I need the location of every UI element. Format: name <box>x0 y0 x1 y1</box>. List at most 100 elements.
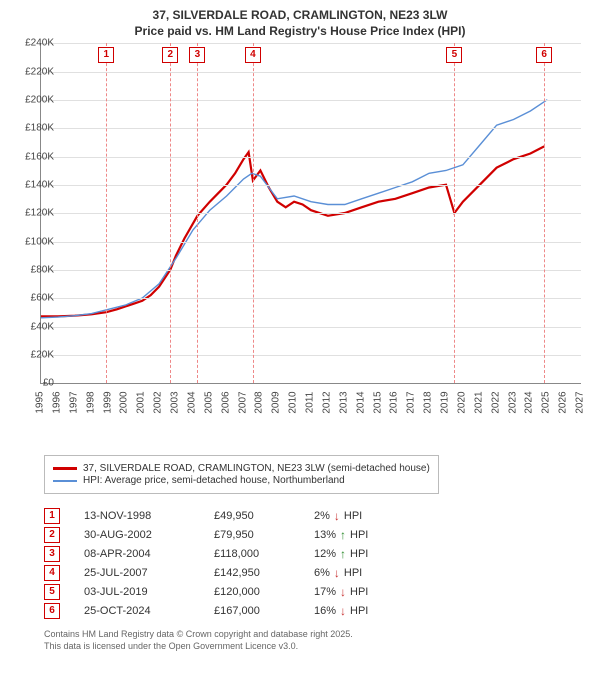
y-axis-label: £100K <box>14 236 54 247</box>
x-axis-label: 2015 <box>372 392 383 414</box>
sale-marker-box: 3 <box>189 47 205 63</box>
sale-marker-line <box>106 43 107 383</box>
sale-date: 30-AUG-2002 <box>84 529 214 541</box>
sale-marker-box: 4 <box>245 47 261 63</box>
gridline-h <box>41 355 581 356</box>
x-axis-label: 2017 <box>406 392 417 414</box>
sale-date: 25-JUL-2007 <box>84 567 214 579</box>
sale-delta: 13%↑HPI <box>314 528 414 542</box>
y-axis-label: £40K <box>14 321 54 332</box>
x-axis-label: 2004 <box>186 392 197 414</box>
sale-price: £118,000 <box>214 548 314 560</box>
sale-date: 03-JUL-2019 <box>84 586 214 598</box>
x-axis-label: 2025 <box>541 392 552 414</box>
series-hpi <box>41 100 547 318</box>
x-axis-label: 2000 <box>119 392 130 414</box>
gridline-h <box>41 128 581 129</box>
y-axis-label: £0 <box>14 378 54 389</box>
legend-row-price: 37, SILVERDALE ROAD, CRAMLINGTON, NE23 3… <box>53 463 430 474</box>
arrow-down-icon: ↓ <box>334 566 340 580</box>
x-axis-label: 1998 <box>85 392 96 414</box>
sale-marker-line <box>454 43 455 383</box>
sale-row-index: 1 <box>44 508 60 524</box>
sale-marker-box: 2 <box>162 47 178 63</box>
sale-row: 5 03-JUL-2019£120,00017%↓HPI <box>44 584 600 600</box>
title-line-2: Price paid vs. HM Land Registry's House … <box>0 24 600 40</box>
gridline-h <box>41 185 581 186</box>
sale-marker-line <box>170 43 171 383</box>
y-axis-label: £240K <box>14 38 54 49</box>
y-axis-label: £60K <box>14 293 54 304</box>
sale-marker-box: 5 <box>446 47 462 63</box>
x-axis-label: 1997 <box>68 392 79 414</box>
x-axis-label: 2011 <box>305 392 316 414</box>
sale-marker-box: 1 <box>98 47 114 63</box>
gridline-h <box>41 100 581 101</box>
y-axis-label: £20K <box>14 349 54 360</box>
x-axis-label: 2021 <box>473 392 484 414</box>
x-axis-label: 2007 <box>237 392 248 414</box>
x-axis-label: 2020 <box>456 392 467 414</box>
legend-label-hpi: HPI: Average price, semi-detached house,… <box>83 475 345 486</box>
sale-row-index: 2 <box>44 527 60 543</box>
arrow-down-icon: ↓ <box>334 509 340 523</box>
sale-row-index: 6 <box>44 603 60 619</box>
sale-marker-box: 6 <box>536 47 552 63</box>
sale-row: 230-AUG-2002£79,95013%↑HPI <box>44 527 600 543</box>
sale-delta: 16%↓HPI <box>314 604 414 618</box>
sale-row-index: 4 <box>44 565 60 581</box>
x-axis-label: 2012 <box>321 392 332 414</box>
credits-line-2: This data is licensed under the Open Gov… <box>44 641 600 653</box>
sale-price: £142,950 <box>214 567 314 579</box>
x-axis-label: 2014 <box>355 392 366 414</box>
arrow-up-icon: ↑ <box>340 528 346 542</box>
credits: Contains HM Land Registry data © Crown c… <box>44 629 600 652</box>
x-axis-label: 2008 <box>254 392 265 414</box>
arrow-down-icon: ↓ <box>340 585 346 599</box>
x-axis-label: 1996 <box>51 392 62 414</box>
y-axis-label: £180K <box>14 123 54 134</box>
chart-area: 123456 £0£20K£40K£60K£80K£100K£120K£140K… <box>40 43 600 423</box>
gridline-h <box>41 72 581 73</box>
x-axis-label: 2009 <box>271 392 282 414</box>
y-axis-label: £80K <box>14 264 54 275</box>
sale-delta: 17%↓HPI <box>314 585 414 599</box>
sale-date: 08-APR-2004 <box>84 548 214 560</box>
sale-marker-line <box>253 43 254 383</box>
legend-label-price: 37, SILVERDALE ROAD, CRAMLINGTON, NE23 3… <box>83 463 430 474</box>
x-axis-label: 2005 <box>203 392 214 414</box>
legend-swatch-price <box>53 467 77 470</box>
x-axis-label: 2027 <box>575 392 586 414</box>
y-axis-label: £220K <box>14 66 54 77</box>
x-axis-label: 2013 <box>338 392 349 414</box>
sale-delta: 2%↓HPI <box>314 509 414 523</box>
sale-marker-line <box>544 43 545 383</box>
sale-price: £120,000 <box>214 586 314 598</box>
sale-date: 13-NOV-1998 <box>84 510 214 522</box>
sale-row-index: 5 <box>44 584 60 600</box>
x-axis-label: 2003 <box>170 392 181 414</box>
gridline-h <box>41 213 581 214</box>
x-axis-label: 2024 <box>524 392 535 414</box>
sale-row: 113-NOV-1998£49,9502%↓HPI <box>44 508 600 524</box>
sale-marker-line <box>197 43 198 383</box>
y-axis-label: £120K <box>14 208 54 219</box>
sale-row: 3 08-APR-2004£118,00012%↑HPI <box>44 546 600 562</box>
credits-line-1: Contains HM Land Registry data © Crown c… <box>44 629 600 641</box>
x-axis-label: 2026 <box>558 392 569 414</box>
gridline-h <box>41 298 581 299</box>
gridline-h <box>41 43 581 44</box>
title-line-1: 37, SILVERDALE ROAD, CRAMLINGTON, NE23 3… <box>0 8 600 24</box>
gridline-h <box>41 270 581 271</box>
gridline-h <box>41 242 581 243</box>
sale-delta: 12%↑HPI <box>314 547 414 561</box>
arrow-down-icon: ↓ <box>340 604 346 618</box>
legend: 37, SILVERDALE ROAD, CRAMLINGTON, NE23 3… <box>44 455 439 494</box>
x-axis-label: 2001 <box>136 392 147 414</box>
legend-row-hpi: HPI: Average price, semi-detached house,… <box>53 475 430 486</box>
y-axis-label: £160K <box>14 151 54 162</box>
sale-date: 25-OCT-2024 <box>84 605 214 617</box>
series-price_paid <box>41 147 544 317</box>
sale-row-index: 3 <box>44 546 60 562</box>
gridline-h <box>41 327 581 328</box>
